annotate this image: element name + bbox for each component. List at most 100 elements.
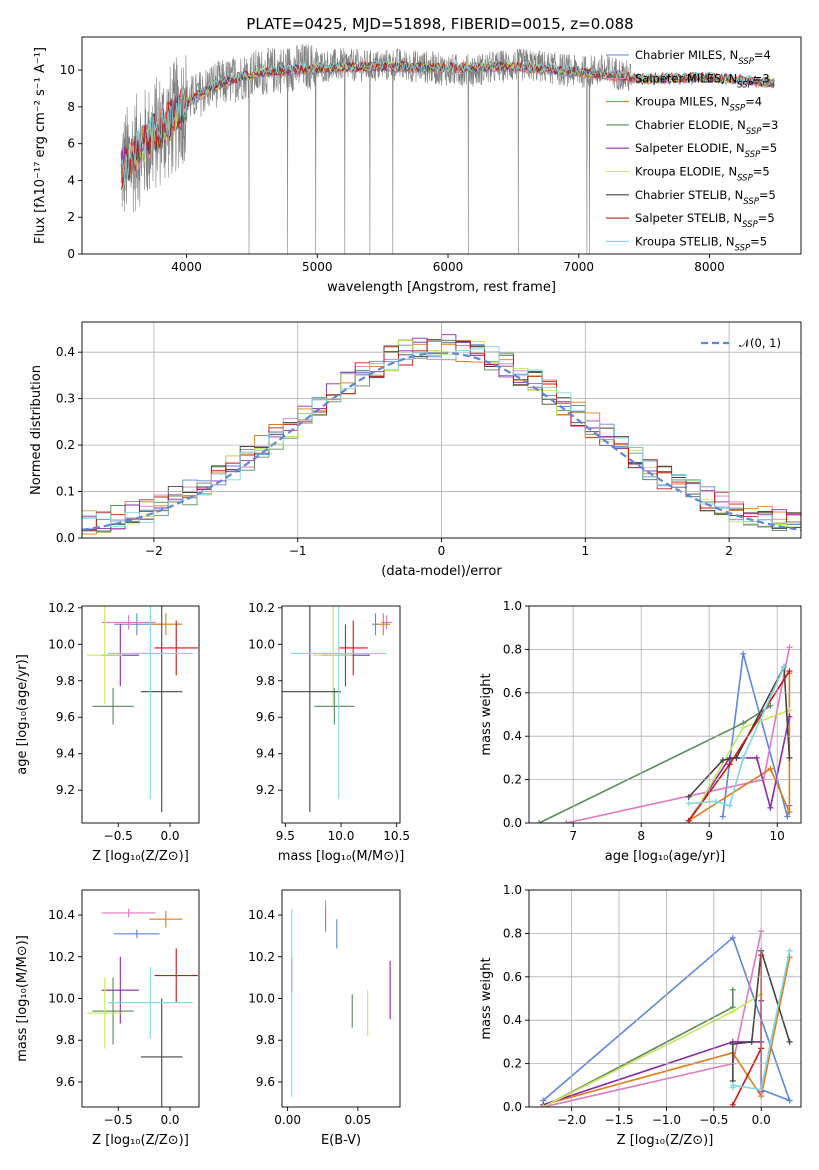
y-tick-label: 6 xyxy=(67,137,75,151)
weight-marker-kroupa_stelib xyxy=(781,663,787,670)
legend-label-chabrier_elodie: Chabrier ELODIE, NSSP=3 xyxy=(635,118,778,137)
y-tick-label: 0.6 xyxy=(503,970,522,984)
x-tick-label: 10 xyxy=(770,829,785,843)
x-tick-label: −0.5 xyxy=(104,829,133,843)
legend-label-kroupa_elodie: Kroupa ELODIE, NSSP=5 xyxy=(635,165,770,184)
y-tick-label: 0.8 xyxy=(503,642,522,656)
weight-marker-chabrier_miles xyxy=(786,1097,793,1104)
model-spectrum-kroupa_stelib xyxy=(120,59,775,185)
y-tick-label: 9.4 xyxy=(56,747,75,761)
weight-marker-chabrier_elodie xyxy=(729,986,736,993)
weight-marker-salpeter_miles xyxy=(563,820,570,823)
spectrum-plot-area xyxy=(120,44,775,254)
y-axis-label: mass weight xyxy=(479,673,494,755)
weight-marker-kroupa_stelib xyxy=(726,802,733,809)
y-tick-label: 10.4 xyxy=(248,908,275,922)
weight-marker-chabrier_miles xyxy=(719,813,726,820)
y-tick-label: 9.8 xyxy=(256,674,275,688)
weight-marker-kroupa_stelib xyxy=(740,754,747,761)
y-tick-label: 9.6 xyxy=(56,710,75,724)
y-axis-label: Flux [fλ10⁻¹⁷ erg cm⁻² s⁻¹ A⁻¹] xyxy=(33,47,48,244)
y-tick-label: 0.4 xyxy=(503,1013,522,1027)
y-tick-label: 0.4 xyxy=(503,729,522,743)
y-tick-label: 0.6 xyxy=(503,686,522,700)
weight-marker-kroupa_elodie xyxy=(786,707,793,714)
x-tick-label: −1.0 xyxy=(652,1113,681,1127)
legend-label-chabrier_stelib: Chabrier STELIB, NSSP=5 xyxy=(635,188,776,207)
y-tick-label: 0.2 xyxy=(503,773,522,787)
weight-marker-salpeter_elodie xyxy=(767,804,774,811)
weight_vs_age-axes: 7 8 9 10 0.0 0.2 0.4 0.6 0.8 1.0 age [log₁₀(age/yr… xyxy=(479,599,802,864)
y-tick-label: 10.0 xyxy=(248,637,275,651)
residuals-axes: −2 −1 0 1 2 0.0 0.1 0.2 0.3 0.4 (data-model)/error… xyxy=(29,321,802,579)
x-tick-label: 6000 xyxy=(433,260,464,274)
y-tick-label: 10.0 xyxy=(48,637,75,651)
legend-label-salpeter_stelib: Salpeter STELIB, NSSP=5 xyxy=(635,211,775,230)
y-tick-label: 9.4 xyxy=(256,747,275,761)
weight-marker-salpeter_elodie xyxy=(753,754,760,761)
x-tick-label: −0.5 xyxy=(699,1113,728,1127)
mass_vs_ebv-axes: 0.00 0.05 9.6 9.8 10.0 10.2 10.4 E(B-V) xyxy=(248,889,401,1148)
y-tick-label: 10.2 xyxy=(48,601,75,615)
x-axis-label: (data-model)/error xyxy=(381,564,502,579)
weight-marker-chabrier_stelib xyxy=(748,1038,755,1045)
weight-marker-chabrier_elodie xyxy=(767,702,774,709)
legend-label-normal: 𝒩(0, 1) xyxy=(739,336,781,350)
legend-label-salpeter_miles: Salpeter MILES, NSSP=3 xyxy=(635,71,770,90)
weight-marker-chabrier_stelib xyxy=(729,1041,736,1048)
x-tick-label: 10.5 xyxy=(383,829,410,843)
y-tick-label: 9.2 xyxy=(256,783,275,797)
y-tick-label: 9.8 xyxy=(56,674,75,688)
weight-marker-chabrier_miles xyxy=(729,934,736,941)
y-tick-label: 9.6 xyxy=(56,1075,75,1089)
axes-frame xyxy=(81,36,802,255)
legend-label-chabrier_miles: Chabrier MILES, NSSP=4 xyxy=(635,48,771,67)
y-tick-label: 0.2 xyxy=(56,438,75,452)
x-tick-label: 0.0 xyxy=(160,829,179,843)
y-tick-label: 10.0 xyxy=(248,992,275,1006)
legend-label-salpeter_elodie: Salpeter ELODIE, NSSP=5 xyxy=(635,141,777,160)
y-tick-label: 0.2 xyxy=(503,1057,522,1071)
x-tick-label: 8000 xyxy=(694,260,725,274)
x-tick-label: 1 xyxy=(581,544,589,558)
legend-label-kroupa_miles: Kroupa MILES, NSSP=4 xyxy=(635,95,762,114)
y-tick-label: 0.3 xyxy=(56,392,75,406)
weight-marker-chabrier_miles xyxy=(784,813,791,820)
x-tick-label: −1.5 xyxy=(604,1113,633,1127)
weight-line-kroupa_miles xyxy=(542,957,791,1106)
y-tick-label: 8 xyxy=(67,100,75,114)
x-tick-label: 7 xyxy=(569,829,577,843)
weight-marker-kroupa_miles xyxy=(786,809,793,816)
y-tick-label: 0 xyxy=(67,247,75,261)
weight-marker-kroupa_elodie xyxy=(540,1104,547,1107)
weight-marker-salpeter_stelib xyxy=(726,761,733,768)
weight-marker-kroupa_stelib xyxy=(685,800,692,807)
y-tick-label: 10.2 xyxy=(248,950,275,964)
weight-marker-salpeter_stelib xyxy=(786,668,793,675)
x-tick-label: −1 xyxy=(289,544,307,558)
x-tick-label: −2.0 xyxy=(557,1113,586,1127)
x-tick-label: −2 xyxy=(145,544,163,558)
weight-marker-kroupa_stelib xyxy=(729,1082,736,1089)
x-axis-label: Z [log₁₀(Z/Z⊙)] xyxy=(617,1133,714,1148)
x-axis-label: wavelength [Angstrom, rest frame] xyxy=(327,280,556,295)
y-axis-label: mass weight xyxy=(479,957,494,1039)
weight-marker-kroupa_miles xyxy=(767,765,774,772)
mass_vs_z-axes: −0.5 0.0 9.6 9.8 10.0 10.2 10.4 Z [log₁₀(Z/Z⊙)]… xyxy=(15,889,200,1148)
y-tick-label: 9.8 xyxy=(256,1033,275,1047)
y-tick-label: 0.1 xyxy=(56,485,75,499)
y-tick-label: 2 xyxy=(67,210,75,224)
x-axis-label: mass [log₁₀(M/M⊙)] xyxy=(278,849,405,864)
weight-marker-kroupa_stelib xyxy=(786,947,793,954)
spectrum-axes: 4000 5000 6000 7000 8000 0 2 4 6 8 10 wavelength [A… xyxy=(33,36,802,295)
axes-frame xyxy=(81,605,200,824)
y-tick-label: 10.2 xyxy=(48,950,75,964)
x-tick-label: 2 xyxy=(725,544,733,558)
x-tick-label: 9.5 xyxy=(276,829,295,843)
y-tick-label: 9.2 xyxy=(56,783,75,797)
x-tick-label: 0 xyxy=(438,544,446,558)
weight-marker-kroupa_stelib xyxy=(767,1038,774,1045)
y-tick-label: 10.0 xyxy=(48,992,75,1006)
x-tick-label: 10.0 xyxy=(328,829,355,843)
